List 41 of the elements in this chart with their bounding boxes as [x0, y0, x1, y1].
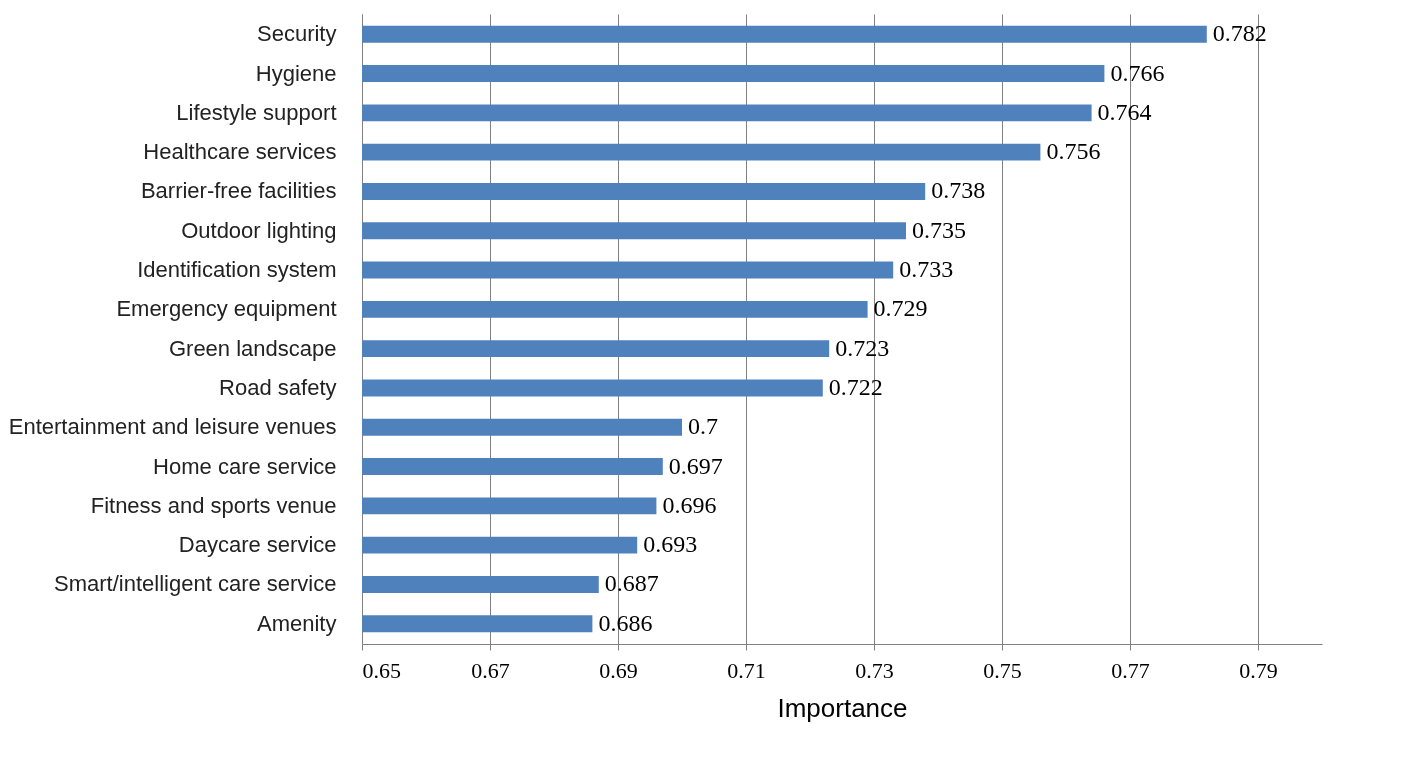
x-tick-label: 0.69: [599, 657, 638, 683]
data-label: 0.696: [662, 491, 717, 518]
x-axis-title: Importance: [777, 692, 908, 723]
y-tick-label: Lifestyle support: [176, 99, 337, 125]
x-tick-label: 0.67: [471, 657, 510, 683]
y-tick-label: Security: [257, 21, 337, 47]
y-tick-label: Barrier-free facilities: [140, 178, 337, 204]
y-tick-label: Emergency equipment: [116, 296, 337, 322]
x-tick-label: 0.77: [1111, 657, 1150, 683]
y-tick-label: Home care service: [153, 453, 337, 479]
data-label: 0.687: [604, 570, 659, 597]
x-tick-label: 0.79: [1239, 657, 1278, 683]
data-label: 0.766: [1110, 59, 1165, 86]
data-label: 0.697: [668, 452, 723, 479]
data-label: 0.723: [835, 334, 890, 361]
x-tick-label: 0.73: [855, 657, 894, 683]
x-tick-label: 0.75: [983, 657, 1022, 683]
y-tick-label: Identification system: [137, 257, 337, 283]
data-label: 0.722: [828, 373, 883, 400]
data-label: 0.735: [912, 216, 966, 243]
data-label: 0.686: [598, 609, 653, 636]
x-tick-label: 0.65: [362, 657, 401, 683]
y-tick-label: Smart/intelligent care service: [54, 571, 337, 597]
data-label: 0.7: [688, 413, 718, 440]
y-tick-label: Road safety: [219, 374, 337, 400]
y-tick-label: Green landscape: [168, 335, 337, 361]
x-tick-label: 0.71: [727, 657, 766, 683]
y-tick-label: Healthcare services: [143, 139, 337, 165]
y-tick-label: Fitness and sports venue: [90, 492, 337, 518]
y-tick-label: Entertainment and leisure venues: [8, 414, 337, 440]
y-tick-label: Outdoor lighting: [181, 217, 337, 243]
y-tick-label: Hygiene: [255, 60, 337, 86]
data-label: 0.782: [1212, 20, 1267, 47]
data-label: 0.764: [1097, 98, 1152, 125]
y-tick-label: Amenity: [257, 610, 337, 636]
data-label: 0.693: [643, 531, 698, 558]
data-label: 0.738: [931, 177, 986, 204]
data-label: 0.756: [1046, 138, 1101, 165]
y-tick-label: Daycare service: [178, 532, 337, 558]
data-label: 0.733: [899, 256, 954, 283]
data-label: 0.729: [873, 295, 928, 322]
